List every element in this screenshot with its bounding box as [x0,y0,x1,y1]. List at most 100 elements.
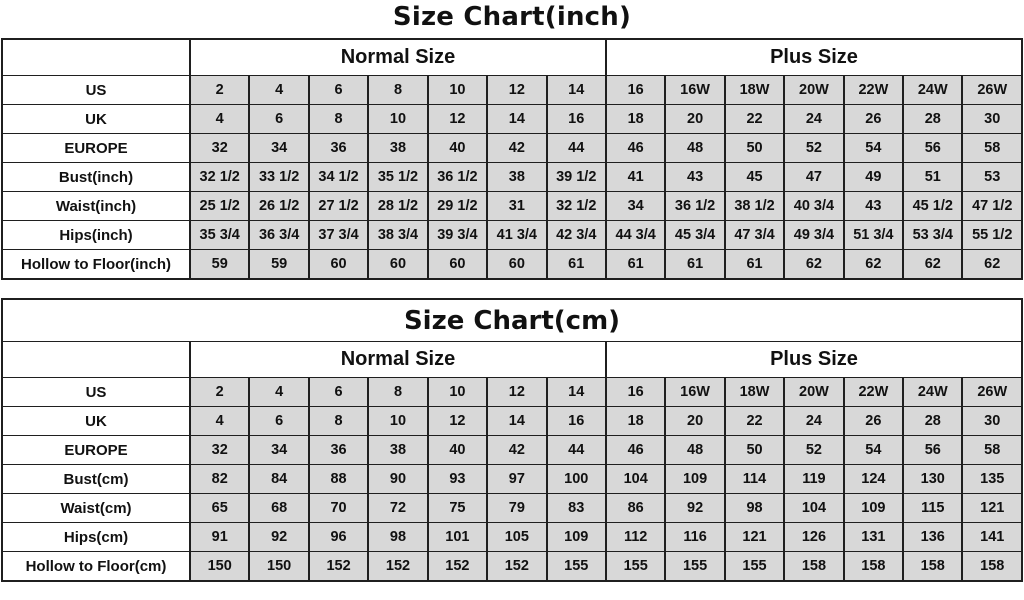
size-value-cell: 88 [307,464,370,494]
size-value-cell: 62 [961,249,1023,280]
size-value-cell: 98 [367,522,429,552]
size-value-cell: 4 [188,406,251,436]
size-value-cell: 44 [545,435,607,465]
size-value-cell: 26W [961,377,1023,407]
size-value-cell: 58 [961,435,1023,465]
size-value-cell: 38 3/4 [367,220,429,250]
size-value-cell: 16W [664,75,726,105]
size-value-cell: 32 [188,133,251,163]
size-value-cell: 152 [486,551,548,582]
size-value-cell: 50 [723,435,786,465]
size-value-cell: 8 [307,104,370,134]
size-value-cell: 36 1/2 [426,162,489,192]
size-value-cell: 14 [545,75,607,105]
size-value-cell: 158 [902,551,964,582]
size-value-cell: 20W [783,75,845,105]
size-value-cell: 42 [486,435,548,465]
size-chart-page: Size Chart(inch) Normal Size Plus Size US 2… [0,2,1024,582]
size-value-cell: 22 [723,406,786,436]
size-chart-inch-table: Normal Size Plus Size US 2 4 6 8 10 12 14 16 16W 18W… [1,38,1024,280]
row-label-hollow-to-floor-cm: Hollow to Floor(cm) [1,551,191,582]
size-value-cell: 6 [248,406,310,436]
group-header-normal-size: Normal Size [189,38,607,76]
size-value-cell: 38 [367,133,429,163]
size-value-cell: 29 1/2 [426,191,489,221]
size-value-cell: 100 [545,464,607,494]
size-value-cell: 109 [842,493,905,523]
size-value-cell: 43 [664,162,726,192]
size-value-cell: 36 [307,133,370,163]
size-value-cell: 47 1/2 [961,191,1023,221]
size-value-cell: 12 [426,104,489,134]
size-value-cell: 24W [902,75,964,105]
size-value-cell: 48 [664,133,726,163]
size-value-cell: 45 [723,162,786,192]
size-value-cell: 60 [426,249,489,280]
size-value-cell: 16 [545,406,607,436]
size-value-cell: 6 [307,377,370,407]
size-value-cell: 60 [486,249,548,280]
size-value-cell: 18 [604,406,667,436]
size-value-cell: 14 [486,104,548,134]
size-value-cell: 35 3/4 [188,220,251,250]
size-value-cell: 141 [961,522,1023,552]
corner-cell [1,38,191,76]
size-value-cell: 131 [842,522,905,552]
size-value-cell: 59 [248,249,310,280]
table-row-us: US 2 4 6 8 10 12 14 16 16W 18W 20W 22W 24W 26W [1,75,1023,105]
size-chart-cm-table: Size Chart(cm) Normal Size Plus Size US 2 4 6 8… [1,298,1024,582]
size-value-cell: 155 [723,551,786,582]
size-value-cell: 22W [842,377,905,407]
size-value-cell: 93 [426,464,489,494]
table-row-europe: EUROPE 32 34 36 38 40 42 44 46 48 50 52 54 56 58 [1,133,1023,163]
size-value-cell: 54 [842,435,905,465]
group-header-normal-size: Normal Size [189,341,607,378]
size-value-cell: 20 [664,406,726,436]
size-value-cell: 158 [961,551,1023,582]
size-value-cell: 48 [664,435,726,465]
size-value-cell: 36 [307,435,370,465]
table-row-waist-inch: Waist(inch) 25 1/2 26 1/2 27 1/2 28 1/2 29 1/… [1,191,1023,221]
size-value-cell: 55 1/2 [961,220,1023,250]
section-gap [0,280,1024,298]
size-value-cell: 92 [248,522,310,552]
table-row-hips-inch: Hips(inch) 35 3/4 36 3/4 37 3/4 38 3/4 39 3/4… [1,220,1023,250]
size-value-cell: 116 [664,522,726,552]
size-value-cell: 150 [248,551,310,582]
size-value-cell: 97 [486,464,548,494]
size-value-cell: 96 [307,522,370,552]
size-value-cell: 28 1/2 [367,191,429,221]
row-label-us: US [1,377,191,407]
size-value-cell: 10 [367,104,429,134]
table-row-waist-cm: Waist(cm) 65 68 70 72 75 79 83 86 92 98 104 109 115 12… [1,493,1023,523]
table-row-hollow-to-floor-inch: Hollow to Floor(inch) 59 59 60 60 60 60 61 61 61 6… [1,249,1023,280]
size-value-cell: 46 [604,133,667,163]
size-value-cell: 155 [545,551,607,582]
table-row-bust-cm: Bust(cm) 82 84 88 90 93 97 100 104 109 114 119 124 13… [1,464,1023,494]
row-label-hips-cm: Hips(cm) [1,522,191,552]
size-value-cell: 36 1/2 [664,191,726,221]
size-value-cell: 10 [426,377,489,407]
size-value-cell: 2 [188,377,251,407]
size-value-cell: 22 [723,104,786,134]
size-value-cell: 8 [367,75,429,105]
row-label-waist-inch: Waist(inch) [1,191,191,221]
size-value-cell: 109 [545,522,607,552]
size-value-cell: 31 [486,191,548,221]
size-value-cell: 39 3/4 [426,220,489,250]
size-value-cell: 70 [307,493,370,523]
size-value-cell: 26 [842,104,905,134]
size-value-cell: 32 1/2 [188,162,251,192]
size-value-cell: 135 [961,464,1023,494]
size-value-cell: 79 [486,493,548,523]
size-value-cell: 46 [604,435,667,465]
size-value-cell: 18W [723,75,786,105]
size-value-cell: 152 [307,551,370,582]
size-value-cell: 37 3/4 [307,220,370,250]
size-value-cell: 75 [426,493,489,523]
size-value-cell: 32 [188,435,251,465]
size-value-cell: 104 [604,464,667,494]
size-value-cell: 16 [545,104,607,134]
row-label-europe: EUROPE [1,435,191,465]
corner-cell [1,341,191,378]
